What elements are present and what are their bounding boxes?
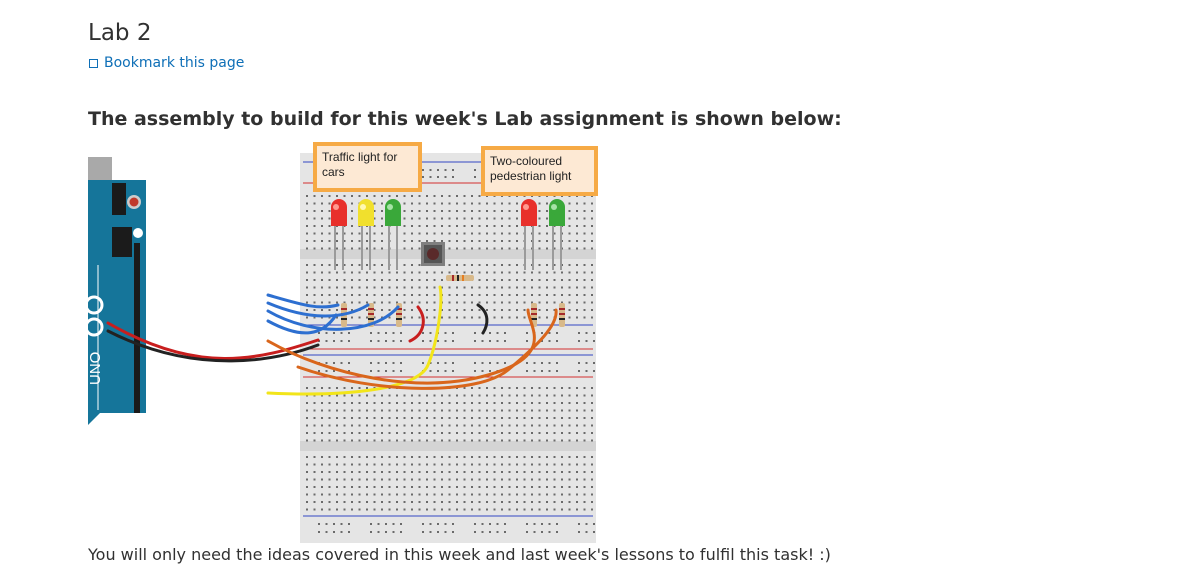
intro-heading: The assembly to build for this week's La… [88,108,842,130]
board-label: UNO [88,352,104,385]
led-legs [334,225,562,270]
callout-traffic-light-cars: Traffic light for cars [313,142,422,192]
footer-note: You will only need the ideas covered in … [88,545,831,564]
led-yellow-car [358,199,374,226]
circuit-diagram: UNO [88,142,600,545]
callout-pedestrian-light: Two-coloured pedestrian light [481,146,598,196]
breadboard [300,153,596,543]
arduino-board: UNO [88,157,146,425]
bookmark-label: Bookmark this page [104,55,245,71]
page-title: Lab 2 [88,20,152,46]
bookmark-checkbox-icon [89,58,98,68]
wires [106,285,558,396]
bookmark-button[interactable]: Bookmark this page [89,55,244,71]
circuit-diagram-image: UNO [88,153,596,543]
led-red-car [331,199,347,226]
push-button [421,242,445,266]
led-green-pedestrian [549,199,565,226]
led-red-pedestrian [521,199,537,226]
led-green-car [385,199,401,226]
